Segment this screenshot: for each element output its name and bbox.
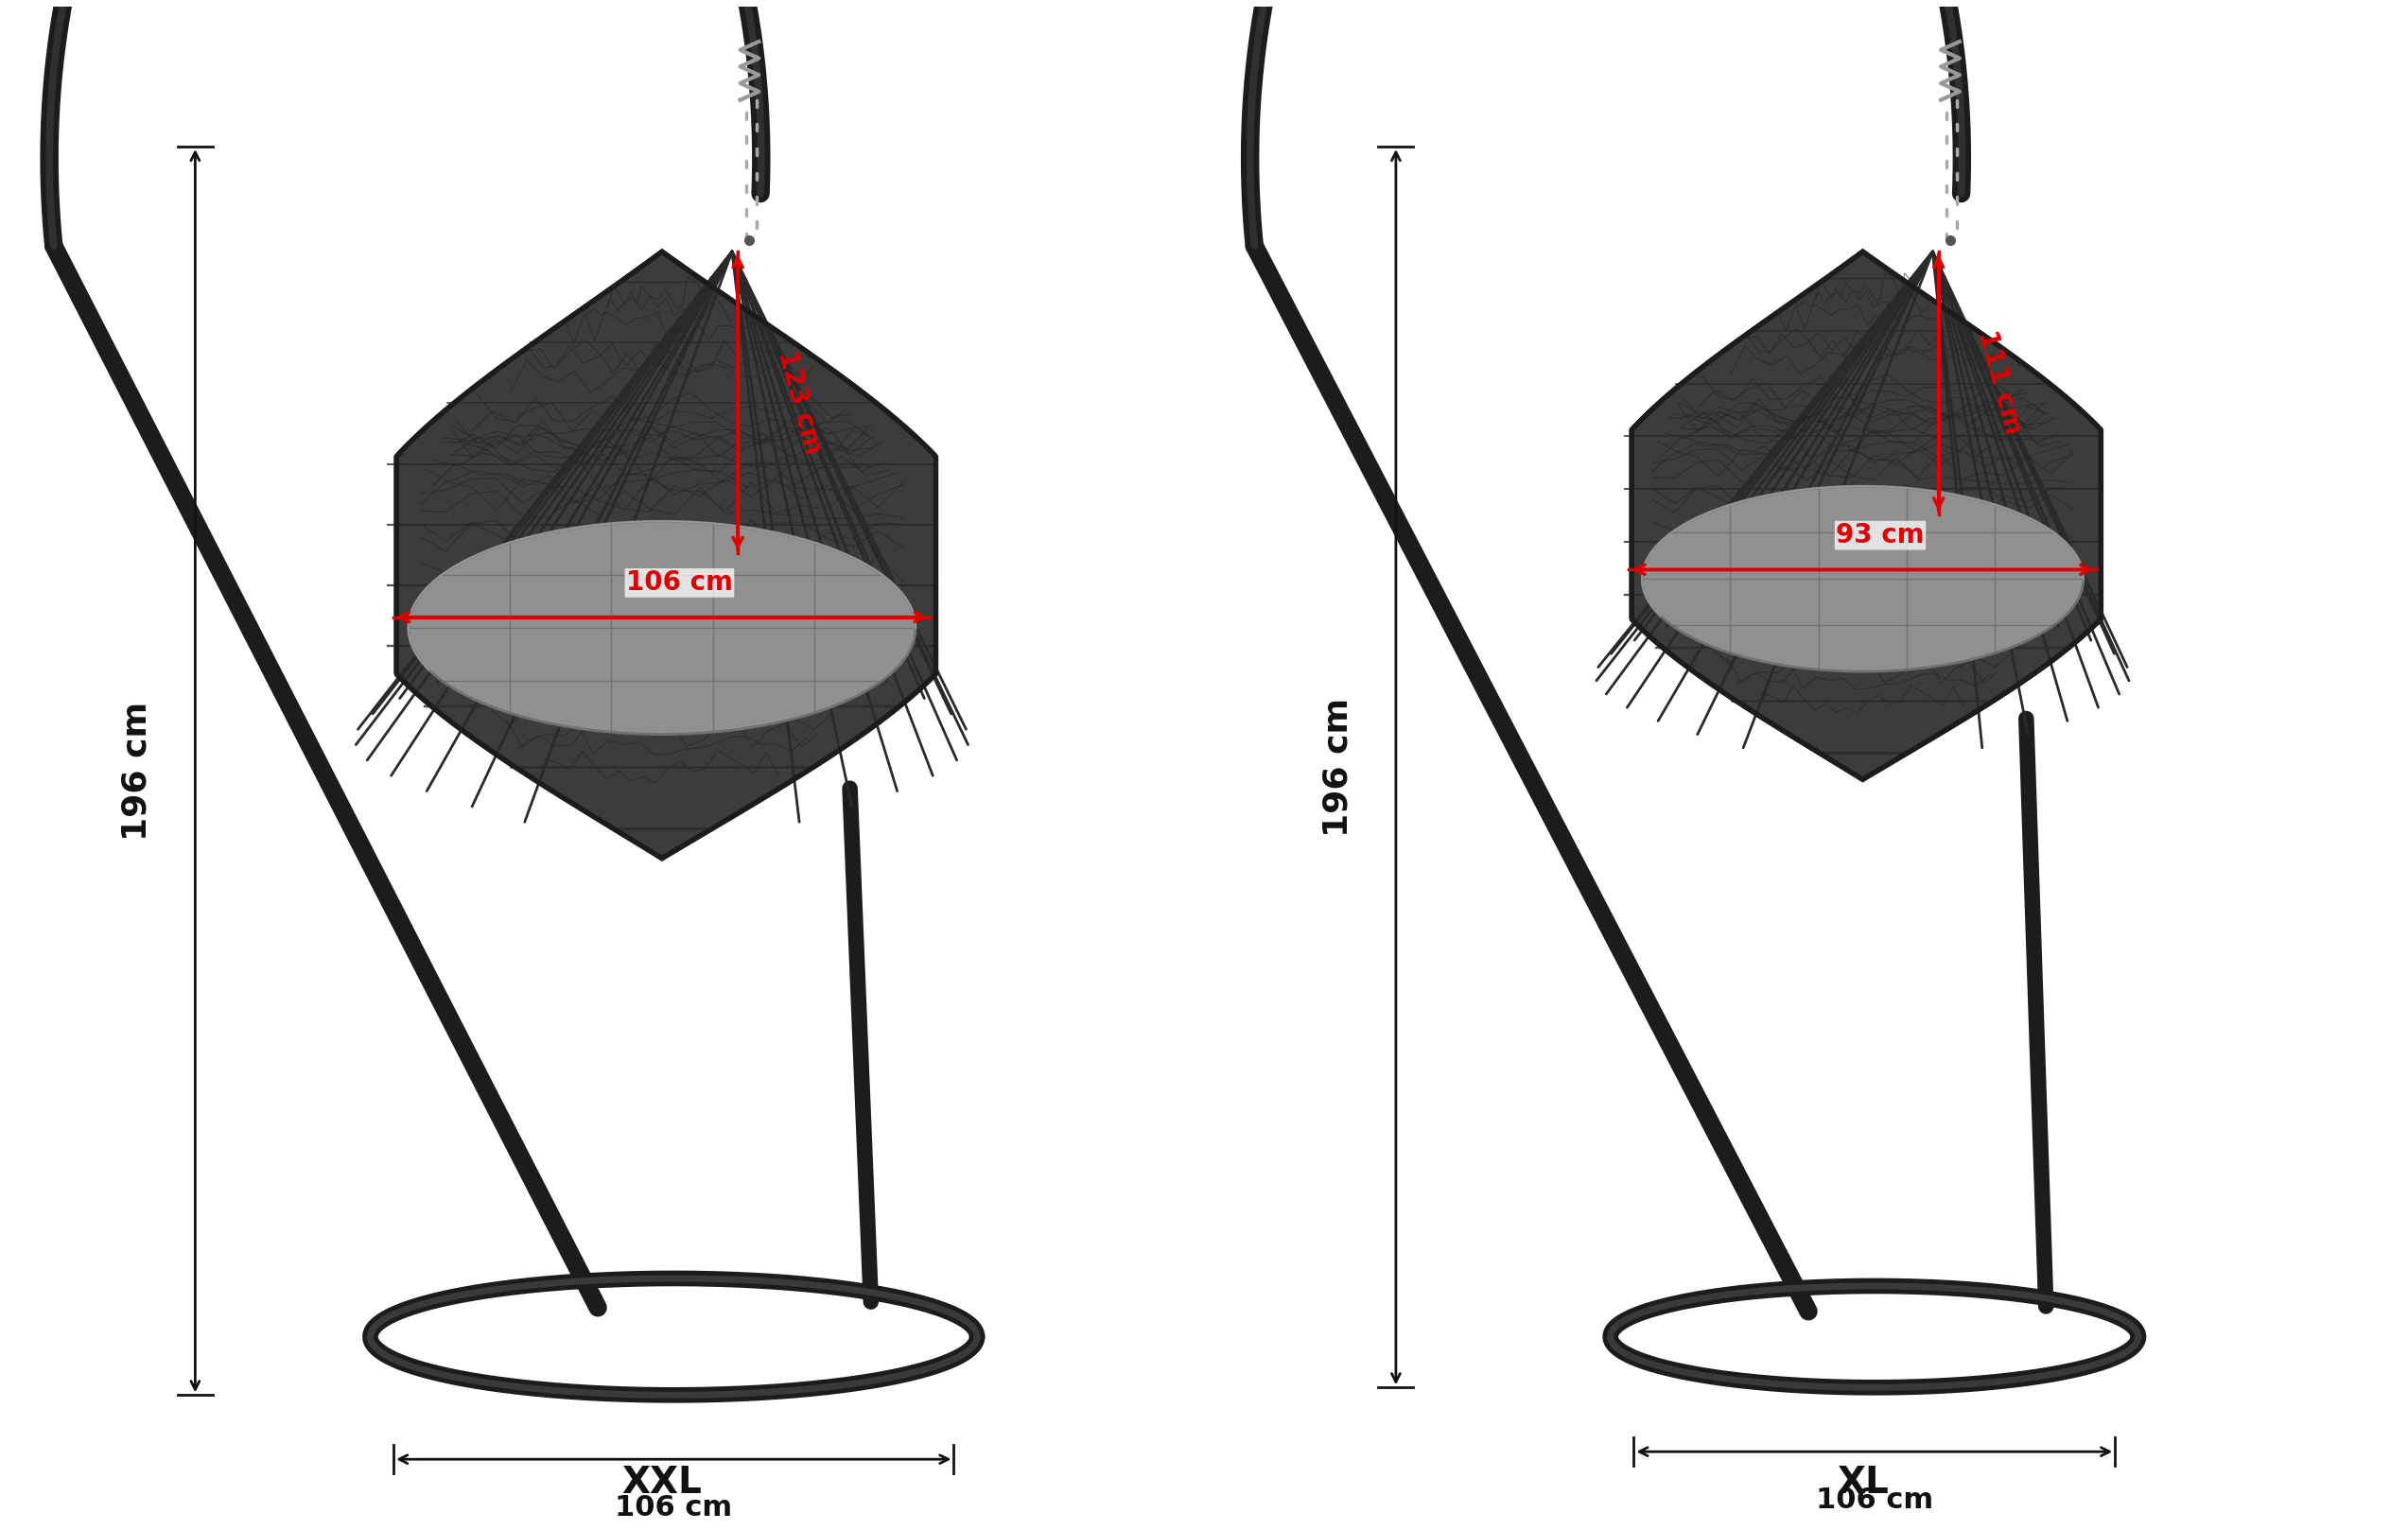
- Text: 106 cm: 106 cm: [626, 569, 732, 597]
- Text: XXL: XXL: [621, 1464, 703, 1501]
- Text: 93 cm: 93 cm: [1835, 522, 1924, 549]
- Text: 196 cm: 196 cm: [120, 701, 152, 840]
- Polygon shape: [1633, 251, 2100, 779]
- Text: 123 cm: 123 cm: [773, 347, 826, 457]
- Text: XL: XL: [1837, 1464, 1888, 1501]
- Text: 111 cm: 111 cm: [1975, 327, 2028, 438]
- Text: 196 cm: 196 cm: [1322, 698, 1353, 837]
- Text: 106 cm: 106 cm: [614, 1495, 732, 1522]
- Polygon shape: [409, 522, 915, 734]
- Text: 106 cm: 106 cm: [1816, 1487, 1934, 1515]
- Polygon shape: [1642, 487, 2083, 672]
- Polygon shape: [397, 251, 937, 858]
